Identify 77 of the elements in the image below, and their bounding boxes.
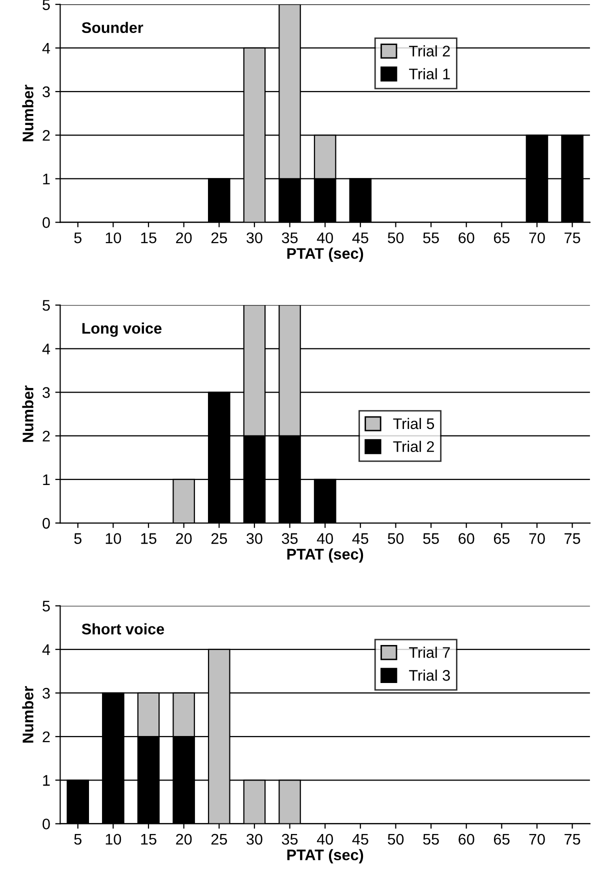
x-tick-label: 15 bbox=[141, 232, 156, 244]
y-tick-label: 1 bbox=[43, 775, 50, 786]
x-tick-label: 60 bbox=[458, 834, 474, 845]
x-tick-label: 45 bbox=[352, 834, 368, 845]
text: Short voice bbox=[82, 623, 164, 634]
text: Sounder bbox=[82, 22, 144, 34]
y-tick-label: 0 bbox=[42, 217, 50, 228]
x-tick-label: 20 bbox=[176, 834, 192, 845]
y-tick-label: 4 bbox=[42, 43, 50, 54]
y-axis-title: Number bbox=[22, 385, 34, 442]
x-tick-label: 40 bbox=[316, 232, 333, 244]
x-tick-label: 30 bbox=[246, 232, 262, 244]
x-tick-label: 10 bbox=[106, 533, 122, 544]
x-tick-label: 5 bbox=[74, 533, 82, 544]
x-tick-label: 55 bbox=[423, 834, 439, 845]
legend-label: Trial 1 bbox=[409, 68, 450, 80]
x-tick-label: 30 bbox=[246, 834, 262, 845]
y-tick-label: 2 bbox=[42, 731, 50, 742]
legend-label: Trial 5 bbox=[393, 418, 434, 430]
x-tick-label: 65 bbox=[494, 834, 510, 845]
y-tick-label: 2 bbox=[42, 130, 50, 141]
x-tick-label: 10 bbox=[106, 232, 122, 244]
x-tick-label: 75 bbox=[564, 533, 580, 544]
legend-label: Trial 2 bbox=[393, 440, 434, 452]
x-tick-label: 5 bbox=[74, 834, 82, 845]
x-tick-label: 35 bbox=[282, 834, 298, 845]
y-axis-title: Number bbox=[22, 84, 34, 142]
x-tick-label: 25 bbox=[211, 834, 227, 845]
legend-label: Trial 2 bbox=[409, 45, 450, 57]
y-tick-label: 0 bbox=[42, 818, 50, 830]
x-tick-label: 45 bbox=[352, 533, 368, 544]
x-tick-label: 55 bbox=[423, 232, 439, 244]
x-tick-label: 60 bbox=[458, 533, 474, 544]
x-tick-label: 5 bbox=[74, 232, 82, 244]
x-tick-label: 25 bbox=[211, 232, 227, 244]
x-tick-label: 55 bbox=[423, 533, 439, 544]
y-tick-label: 2 bbox=[42, 430, 50, 442]
x-tick-label: 45 bbox=[352, 232, 368, 244]
y-tick-label: 5 bbox=[42, 300, 50, 311]
y-tick-label: 3 bbox=[42, 688, 50, 699]
x-tick-label: 50 bbox=[388, 834, 404, 845]
x-tick-label: 35 bbox=[282, 533, 298, 544]
y-tick-label: 1 bbox=[43, 174, 50, 184]
y-tick-label: 1 bbox=[43, 474, 50, 485]
y-tick-label: 3 bbox=[42, 86, 50, 98]
x-tick-label: 40 bbox=[316, 834, 333, 845]
x-tick-label: 20 bbox=[176, 533, 192, 544]
y-tick-label: 0 bbox=[42, 518, 50, 529]
x-tick-label: 60 bbox=[458, 232, 474, 244]
x-axis-title: PTAT (sec) bbox=[287, 248, 364, 262]
x-tick-label: 50 bbox=[388, 232, 404, 244]
x-tick-label: 15 bbox=[141, 834, 156, 845]
x-tick-label: 20 bbox=[176, 232, 192, 244]
legend-label: Trial 3 bbox=[409, 670, 450, 681]
x-tick-label: 65 bbox=[494, 232, 510, 244]
x-tick-label: 35 bbox=[282, 232, 298, 244]
x-tick-label: 15 bbox=[141, 533, 156, 544]
x-tick-label: 75 bbox=[564, 834, 580, 845]
x-tick-label: 25 bbox=[211, 533, 227, 544]
y-tick-label: 3 bbox=[42, 387, 50, 398]
x-tick-label: 75 bbox=[564, 232, 580, 244]
x-tick-label: 30 bbox=[246, 533, 262, 544]
x-tick-label: 50 bbox=[388, 533, 404, 544]
x-axis-title: PTAT (sec) bbox=[287, 548, 364, 563]
y-tick-label: 5 bbox=[42, 600, 50, 612]
y-axis-title: Number bbox=[22, 686, 34, 743]
x-tick-label: 70 bbox=[529, 232, 545, 244]
y-tick-label: 4 bbox=[42, 644, 50, 655]
x-axis-title: PTAT (sec) bbox=[287, 849, 364, 864]
x-tick-label: 70 bbox=[529, 834, 545, 845]
x-tick-label: 65 bbox=[494, 533, 510, 544]
x-tick-label: 40 bbox=[316, 533, 333, 544]
x-tick-label: 70 bbox=[529, 533, 545, 544]
text: Long voice bbox=[82, 322, 162, 337]
x-tick-label: 10 bbox=[106, 834, 122, 845]
y-tick-label: 4 bbox=[42, 344, 50, 354]
legend-label: Trial 7 bbox=[409, 646, 450, 658]
